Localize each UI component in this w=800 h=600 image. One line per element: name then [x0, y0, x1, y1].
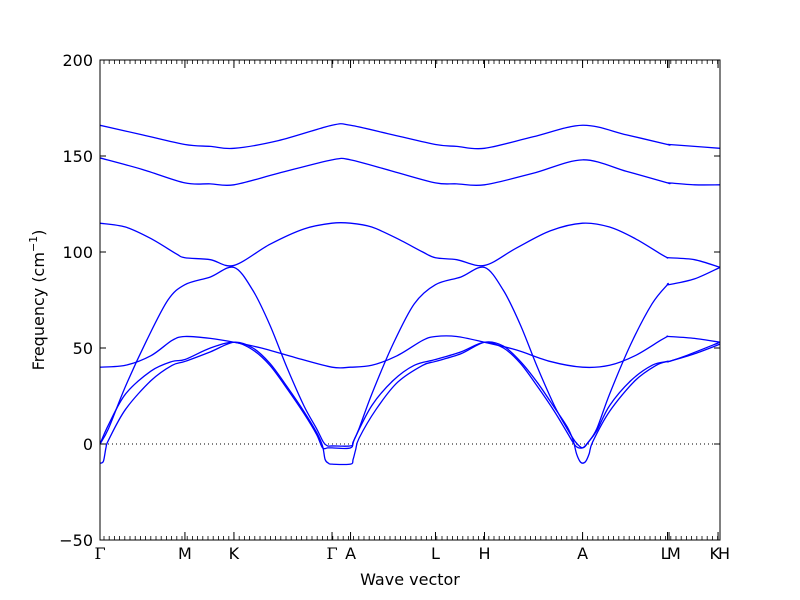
band-line-5 — [100, 341, 720, 466]
y-tick-label: 100 — [62, 243, 93, 262]
x-tick-label: L — [661, 544, 670, 563]
x-axis-ticks: Γ M K Γ A L H A LM KH — [94, 60, 730, 563]
x-tick-label: H — [718, 544, 730, 563]
y-tick-label: 0 — [83, 435, 93, 454]
y-tick-label: 150 — [62, 147, 93, 166]
x-tick-label: A — [577, 544, 588, 563]
plot-frame — [99, 59, 721, 541]
band-line-7 — [100, 341, 720, 450]
x-tick-label: H — [478, 544, 490, 563]
band-lines — [100, 123, 720, 466]
y-axis-label-unit-exponent: −1 — [27, 236, 40, 252]
y-axis-label-close: ) — [29, 230, 48, 236]
x-tick-label: K — [710, 544, 721, 563]
y-tick-label: −50 — [59, 531, 93, 550]
y-axis-label-main: Frequency (cm — [29, 252, 48, 370]
y-axis-ticks: −50 0 50 100 150 200 — [59, 51, 720, 550]
x-tick-label: Γ — [94, 544, 105, 563]
x-tick-label: K — [229, 544, 240, 563]
x-tick-label: M — [178, 544, 192, 563]
y-tick-label: 200 — [62, 51, 93, 70]
y-tick-label: 50 — [73, 339, 93, 358]
x-axis-label: Wave vector — [360, 570, 460, 589]
y-axis-label: Frequency (cm−1) — [27, 230, 48, 371]
x-tick-label: A — [345, 544, 356, 563]
band-line-1 — [100, 123, 720, 150]
x-tick-label: L — [431, 544, 440, 563]
band-line-2 — [100, 157, 720, 187]
band-line-3 — [100, 221, 720, 268]
band-line-4 — [100, 335, 720, 369]
x-tick-label: Γ — [326, 544, 337, 563]
minor-ticks — [103, 60, 718, 540]
band-line-6 — [100, 266, 720, 449]
x-tick-label: M — [667, 544, 681, 563]
